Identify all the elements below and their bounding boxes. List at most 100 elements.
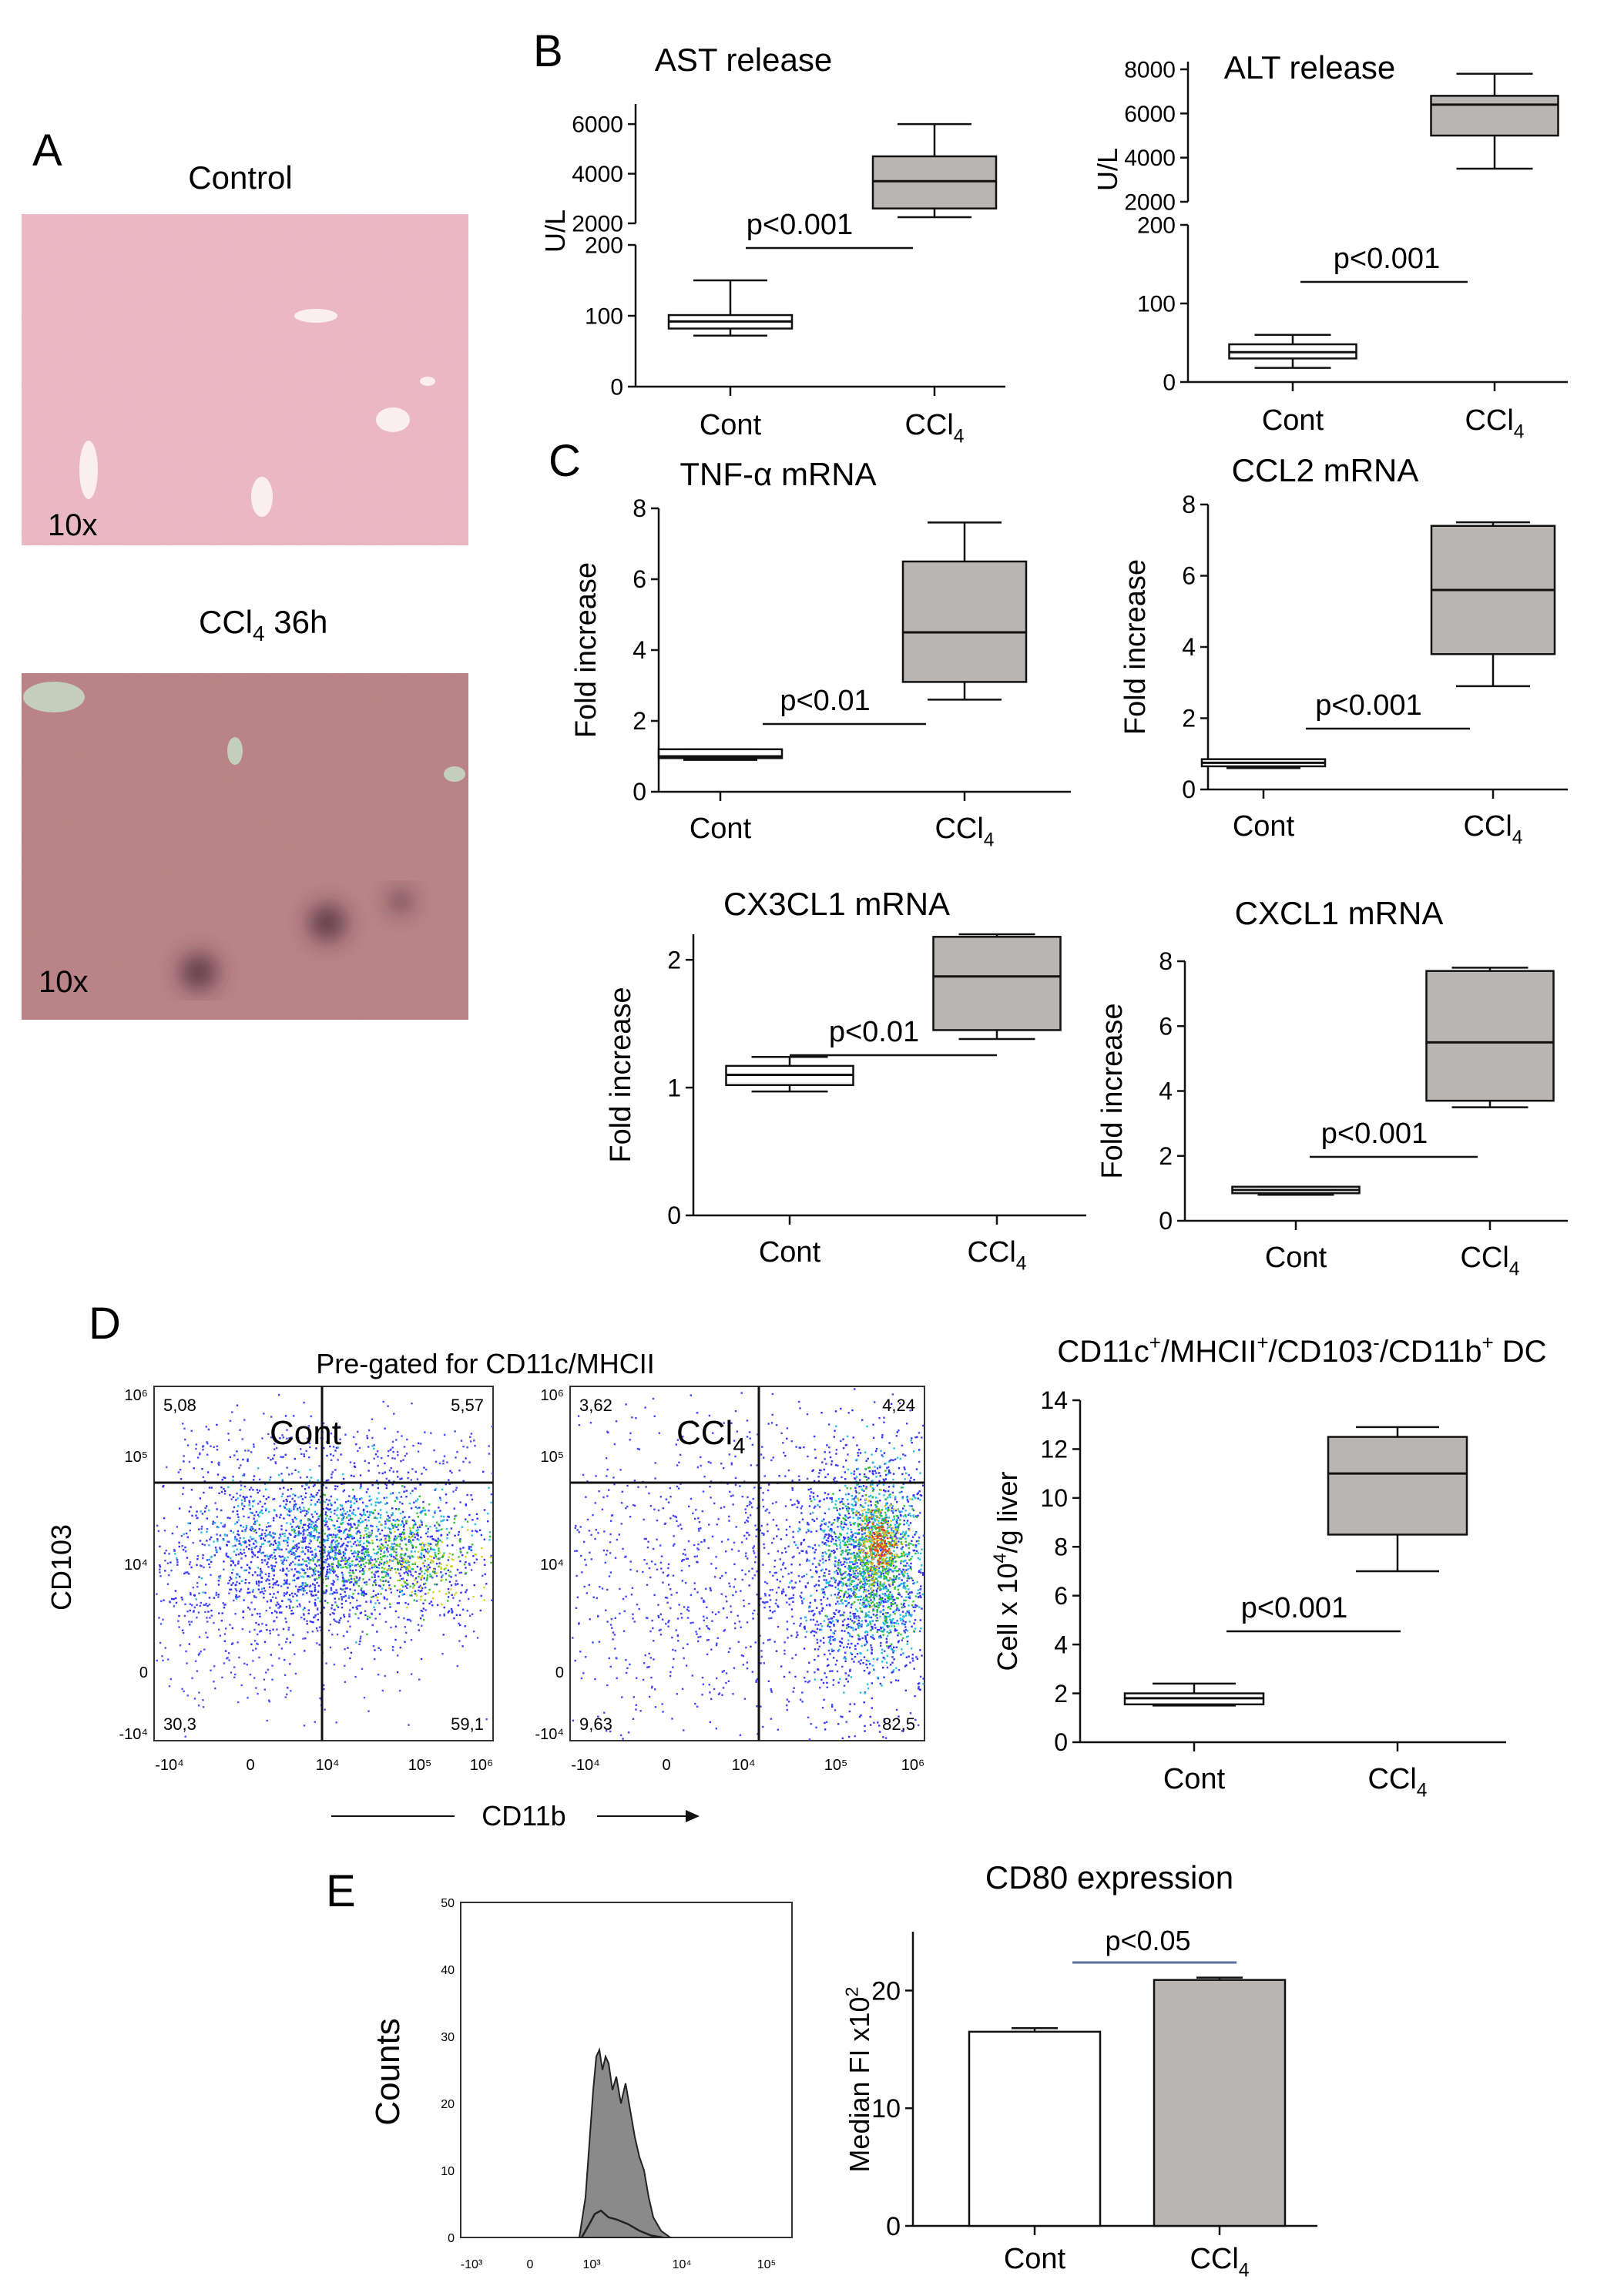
scatter-point: [271, 1587, 274, 1589]
scatter-point: [450, 1588, 452, 1590]
scatter-point: [898, 1669, 901, 1671]
scatter-point: [332, 1539, 334, 1541]
scatter-point: [441, 1528, 443, 1530]
scatter-point: [259, 1500, 261, 1503]
scatter-point: [250, 1538, 253, 1540]
scatter-point: [756, 1594, 758, 1596]
scatter-point: [322, 1560, 324, 1564]
scatter-point: [381, 1472, 384, 1475]
scatter-point: [853, 1498, 855, 1500]
scatter-point: [282, 1627, 285, 1631]
scatter-point: [288, 1514, 290, 1517]
scatter-point: [834, 1410, 837, 1413]
scatter-point: [645, 1537, 647, 1540]
scatter-point: [341, 1544, 344, 1546]
scatter-point: [307, 1558, 310, 1560]
scatter-point: [329, 1624, 331, 1626]
scatter-point: [856, 1623, 859, 1625]
scatter-point: [208, 1563, 210, 1566]
scatter-point: [409, 1594, 411, 1597]
scatter-point: [200, 1564, 202, 1567]
scatter-point: [308, 1523, 310, 1525]
scatter-point: [885, 1517, 888, 1519]
scatter-point: [854, 1655, 857, 1658]
scatter-point: [829, 1584, 832, 1587]
scatter-point: [374, 1565, 377, 1567]
scatter-point: [323, 1607, 325, 1609]
scatter-point: [744, 1573, 747, 1576]
scatter-point: [589, 1618, 591, 1621]
scatter-point: [285, 1574, 288, 1576]
scatter-point: [785, 1550, 787, 1554]
scatter-point: [397, 1535, 399, 1538]
scatter-point: [329, 1557, 331, 1560]
scatter-point: [619, 1587, 621, 1590]
scatter-point: [240, 1548, 242, 1550]
scatter-point: [250, 1487, 253, 1489]
scatter-point: [335, 1544, 337, 1546]
scatter-point: [831, 1650, 834, 1653]
scatter-point: [878, 1594, 881, 1597]
plot-title: Cont: [270, 1414, 341, 1452]
scatter-point: [364, 1614, 367, 1617]
scatter-point: [823, 1468, 825, 1471]
scatter-point: [913, 1668, 915, 1670]
scatter-point: [371, 1613, 374, 1615]
y-tick-label: 10⁴: [124, 1557, 148, 1574]
scatter-point: [248, 1504, 250, 1507]
scatter-point: [734, 1455, 737, 1458]
scatter-point: [292, 1606, 294, 1609]
scatter-point: [219, 1547, 221, 1549]
scatter-point: [294, 1503, 297, 1506]
scatter-point: [392, 1548, 395, 1550]
scatter-point: [395, 1526, 398, 1528]
scatter-point: [272, 1532, 274, 1534]
scatter-point: [629, 1560, 632, 1563]
scatter-point: [278, 1537, 280, 1540]
scatter-point: [400, 1555, 402, 1557]
scatter-point: [288, 1604, 290, 1607]
scatter-point: [255, 1531, 257, 1534]
scatter-point: [249, 1674, 252, 1676]
scatter-point: [302, 1608, 304, 1611]
scatter-point: [394, 1557, 397, 1560]
scatter-point: [575, 1574, 578, 1577]
scatter-point: [237, 1505, 240, 1507]
scatter-point: [861, 1419, 864, 1421]
scatter-point: [468, 1614, 471, 1617]
scatter-point: [231, 1572, 233, 1574]
scatter-point: [857, 1543, 860, 1546]
scatter-point: [406, 1607, 408, 1609]
scatter-point: [903, 1523, 905, 1526]
scatter-point: [244, 1582, 247, 1584]
scatter-point: [818, 1645, 820, 1647]
scatter-point: [252, 1500, 254, 1503]
scatter-point: [225, 1552, 228, 1555]
scatter-point: [428, 1602, 431, 1605]
scatter-point: [341, 1523, 343, 1525]
scatter-point: [723, 1629, 726, 1631]
scatter-point: [214, 1687, 216, 1690]
scatter-point: [261, 1437, 263, 1440]
scatter-point: [900, 1533, 902, 1536]
scatter-point: [347, 1533, 349, 1536]
scatter-point: [242, 1526, 245, 1528]
scatter-point: [814, 1598, 817, 1601]
scatter-point: [176, 1526, 179, 1528]
scatter-point: [258, 1581, 260, 1584]
scatter-point: [398, 1595, 401, 1597]
scatter-point: [414, 1577, 418, 1580]
scatter-point: [317, 1517, 320, 1520]
scatter-point: [368, 1536, 371, 1538]
scatter-point: [443, 1614, 445, 1617]
scatter-point: [884, 1621, 888, 1623]
scatter-point: [817, 1654, 820, 1657]
scatter-point: [209, 1617, 211, 1619]
scatter-point: [353, 1577, 355, 1580]
scatter-point: [763, 1475, 766, 1477]
scatter-point: [365, 1561, 367, 1564]
scatter-point: [353, 1465, 356, 1467]
scatter-point: [883, 1718, 886, 1721]
scatter-point: [274, 1610, 277, 1612]
scatter-point: [367, 1429, 371, 1432]
